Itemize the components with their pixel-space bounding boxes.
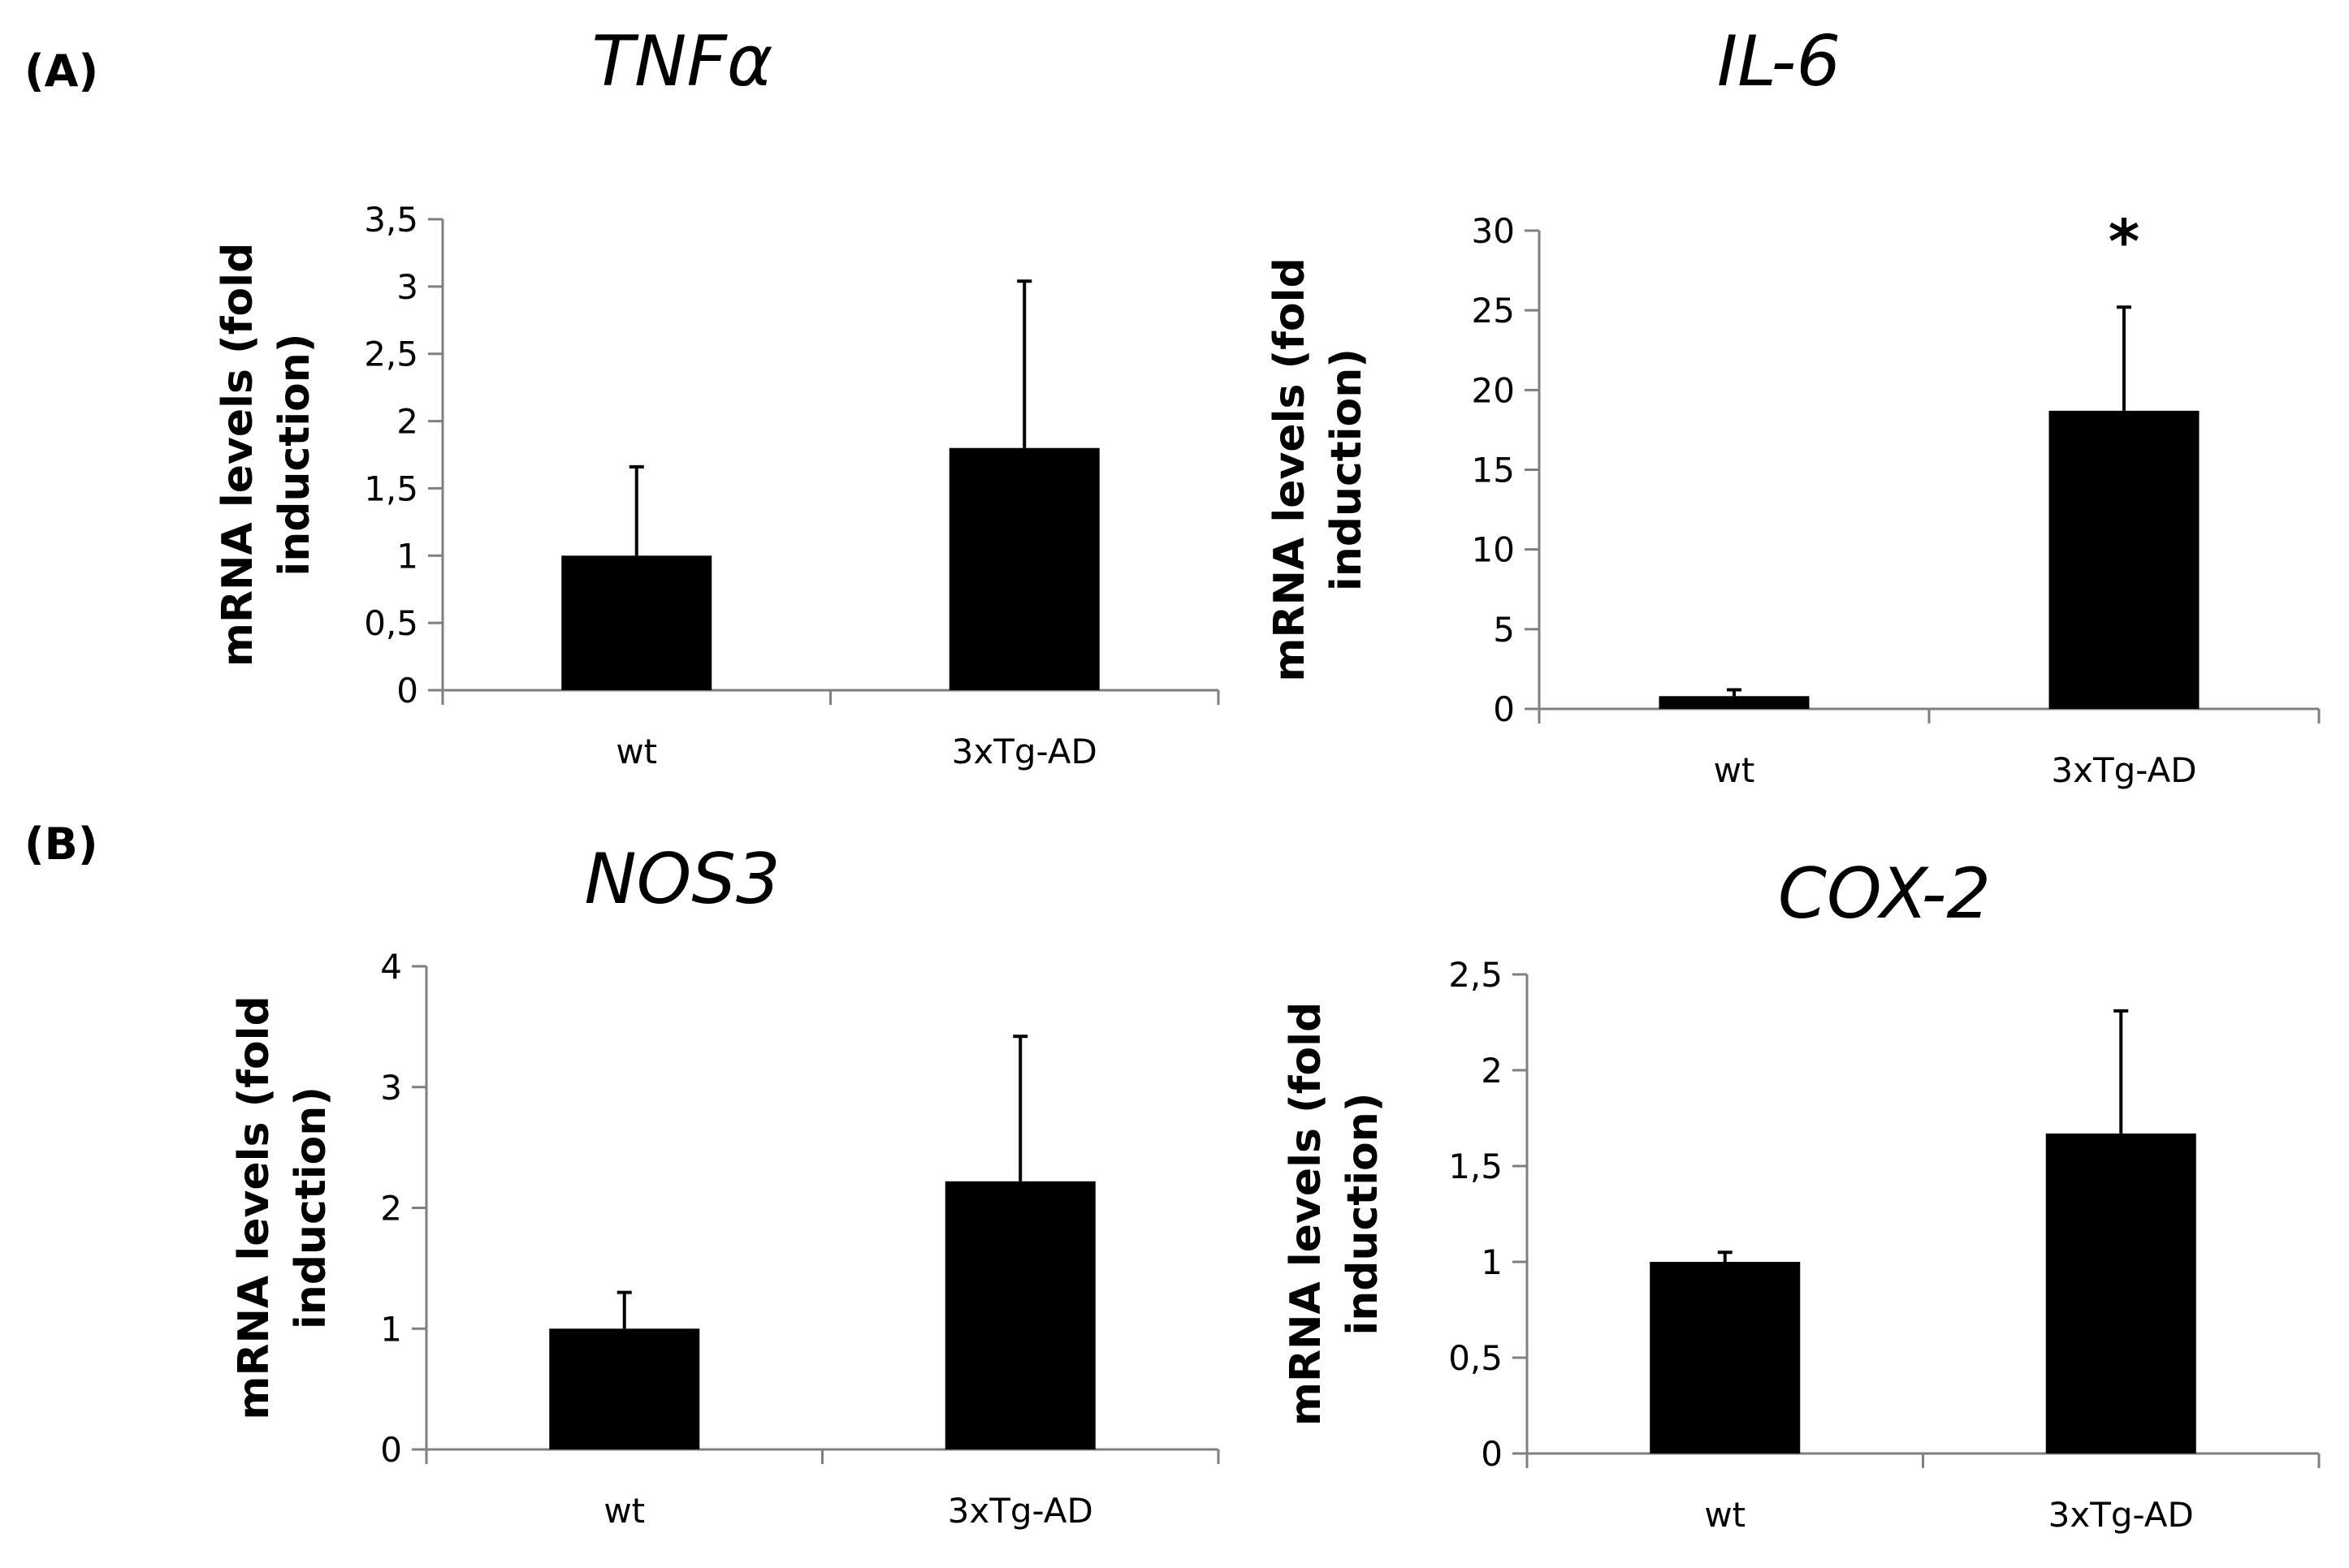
bar-3xtg-ad [949,447,1100,690]
bar-wt [1650,1262,1801,1454]
y-axis-label: induction) [270,333,319,576]
y-tick-label: 2 [1481,1051,1503,1091]
y-tick-label: 1 [1481,1242,1503,1282]
x-category-label: wt [1714,750,1755,790]
x-category-label: 3xTg-AD [2051,750,2196,790]
chart-nos3: NOS3 mRNA levels (fold induction) 0 1 2 3 4 wt 3x… [230,839,1220,1531]
x-category-label: 3xTg-AD [948,1491,1093,1531]
x-category-label: 3xTg-AD [952,732,1097,771]
y-tick-label: 10 [1472,530,1515,570]
y-tick-label: 3 [396,267,418,307]
y-tick-label: 5 [1493,610,1515,650]
x-category-label: 3xTg-AD [2048,1495,2194,1535]
y-axis-label: mRNA levels (fold [230,996,279,1419]
y-tick-label: 0 [380,1430,402,1470]
y-tick-label: 0 [396,671,418,711]
x-category-label: wt [603,1491,645,1531]
significance-marker: * [2109,207,2140,277]
y-tick-label: 1 [380,1309,402,1349]
bar-3xtg-ad [2048,410,2200,709]
panel-label-b: (B) [24,819,98,870]
x-category-label: wt [1704,1495,1746,1535]
y-tick-label: 2 [396,402,418,442]
y-tick-label: 2 [380,1189,402,1229]
bar-wt [1659,696,1810,709]
bar-wt [561,555,712,690]
bar-3xtg-ad [945,1181,1096,1449]
y-tick-label: 3,5 [364,200,418,240]
y-axis-label: mRNA levels (fold [1265,257,1314,681]
y-axis-label: mRNA levels (fold [214,243,262,667]
chart-il6: IL-6 mRNA levels (fold induction) 0 5 10 15 20 2… [1265,21,2321,790]
y-tick-label: 0 [1481,1434,1503,1474]
bar-3xtg-ad [2045,1133,2196,1454]
y-tick-label: 1,5 [364,469,418,508]
y-tick-label: 15 [1472,451,1515,490]
y-tick-label: 2,5 [1448,955,1503,995]
chart-tnfa: TNFα mRNA levels (fold induction) 0 0,5 1 1,5 2… [214,21,1220,771]
y-tick-label: 0,5 [1448,1338,1503,1378]
bar-wt [549,1328,700,1449]
y-tick-label: 30 [1472,211,1515,251]
y-tick-label: 0 [1493,689,1515,729]
y-axis-label: induction) [287,1086,335,1329]
chart-cox2: COX-2 mRNA levels (fold induction) 0 0,5 1 1,5… [1282,853,2321,1535]
y-axis-label: induction) [1322,348,1371,591]
y-tick-label: 1,5 [1448,1147,1503,1186]
y-tick-label: 20 [1472,370,1515,410]
y-tick-label: 3 [380,1068,402,1108]
y-tick-label: 25 [1472,291,1515,330]
y-tick-label: 0,5 [364,603,418,643]
y-tick-label: 1 [396,536,418,576]
chart-title: IL-6 [1717,21,1841,102]
y-axis-label: mRNA levels (fold [1282,1002,1330,1426]
chart-title: NOS3 [584,839,780,920]
panel-label-a: (A) [24,45,98,97]
y-tick-label: 2,5 [364,335,418,374]
chart-title: COX-2 [1778,853,1991,935]
x-category-label: wt [616,732,657,771]
chart-title: TNFα [591,21,772,102]
y-tick-label: 4 [380,947,402,987]
y-axis-label: induction) [1339,1092,1387,1335]
